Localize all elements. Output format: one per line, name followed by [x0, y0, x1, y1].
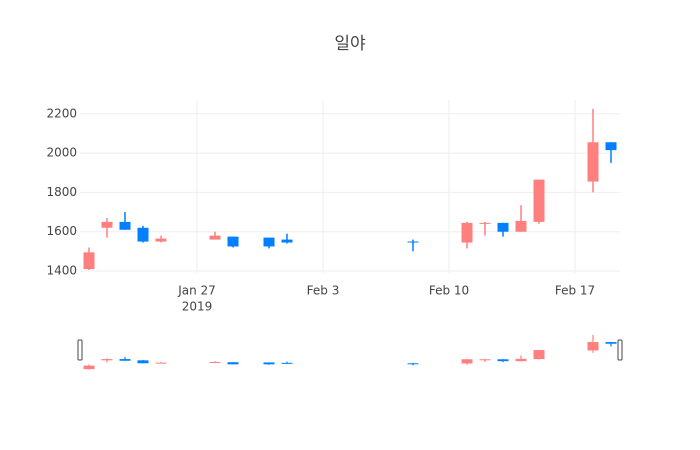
candle-body	[263, 237, 275, 247]
candle-body	[83, 365, 95, 370]
candle-body	[497, 359, 509, 362]
x-tick-label: Jan 27	[177, 284, 216, 298]
candle-body	[533, 350, 545, 360]
candle-body	[515, 358, 527, 362]
candle-body	[587, 142, 599, 182]
candle-body	[407, 241, 419, 243]
candle-body	[137, 360, 149, 364]
candle-body	[515, 220, 527, 232]
x-tick-label: Feb 3	[307, 284, 340, 298]
x-tick-label: Feb 10	[429, 284, 469, 298]
candle-body	[281, 239, 293, 243]
candle-body	[479, 359, 491, 361]
x-tick-label: Feb 17	[555, 284, 595, 298]
y-tick-label: 1400	[46, 264, 77, 278]
y-tick-label: 2200	[46, 106, 77, 120]
candle-body	[587, 342, 599, 351]
chart-title: 일야	[334, 34, 366, 54]
candle-body	[155, 362, 167, 364]
candle-body	[461, 222, 473, 243]
y-tick-label: 1600	[46, 224, 77, 238]
rangeslider-handle	[617, 339, 623, 361]
candle-body	[119, 359, 131, 361]
candle-body	[533, 179, 545, 222]
candle-body	[281, 362, 293, 364]
candle-body	[137, 227, 149, 242]
candle-body	[407, 363, 419, 365]
y-tick-label: 1800	[46, 185, 77, 199]
candle-body	[605, 342, 617, 344]
candle-body	[155, 238, 167, 242]
rangeslider-handle	[77, 339, 83, 361]
x-tick-year: 2019	[182, 300, 213, 314]
candle-body	[227, 362, 239, 365]
candle-body	[497, 222, 509, 232]
candle-body	[461, 359, 473, 364]
candle-body	[101, 359, 113, 361]
candle-body	[227, 236, 239, 247]
candle-body	[209, 235, 221, 240]
candle-body	[83, 252, 95, 270]
candle-body	[263, 362, 275, 365]
candle-body	[605, 142, 617, 151]
candle-body	[479, 222, 491, 224]
candle-body	[119, 221, 131, 230]
y-tick-label: 2000	[46, 146, 77, 160]
candle-body	[209, 362, 221, 364]
candle-body	[101, 221, 113, 228]
